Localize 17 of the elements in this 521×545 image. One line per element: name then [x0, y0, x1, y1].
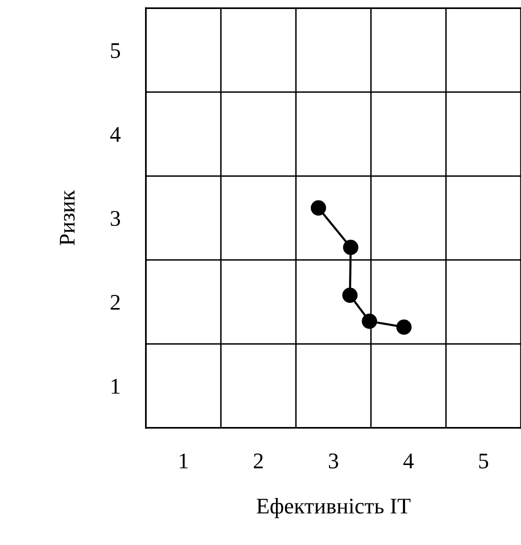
point: [343, 240, 358, 256]
x-tick-label: 1: [180, 454, 188, 468]
x-tick-label: 3: [328, 454, 338, 468]
point: [362, 314, 378, 329]
y-axis-title: Ризик: [60, 190, 75, 246]
x-axis-title: Ефективність ІТ: [256, 498, 410, 518]
x-tick-label: 5: [479, 454, 488, 468]
x-tick-label: 2: [254, 454, 263, 468]
y-tick-label: 4: [110, 127, 121, 142]
point: [342, 288, 358, 303]
point: [310, 200, 326, 216]
y-tick-label: 2: [110, 294, 120, 310]
point: [396, 319, 412, 335]
x-tick-label: 4: [403, 454, 414, 468]
y-tick-label: 5: [111, 43, 120, 58]
y-tick-label: 3: [110, 210, 120, 226]
y-tick-label: 1: [112, 378, 120, 394]
